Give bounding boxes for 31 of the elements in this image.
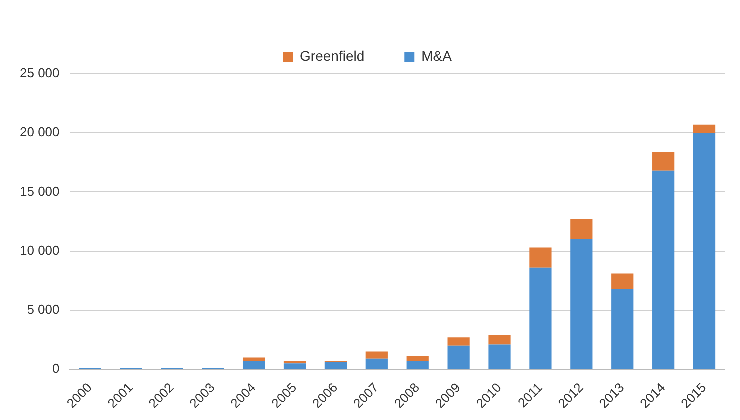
bar [406,356,429,362]
bar [242,358,266,362]
y-tick-label: 25 000 [20,66,60,81]
bar [406,361,429,370]
legend-label: Greenfield [300,48,365,64]
bar [612,289,634,370]
bar [530,248,552,268]
bar [570,239,593,370]
bar [652,152,675,171]
bar [652,170,675,370]
bar [448,346,470,370]
legend-label: M&A [422,48,453,64]
bar [693,124,716,134]
bar [366,352,388,359]
y-tick-label: 5 000 [27,302,60,317]
bar [242,361,266,370]
bar [530,268,552,370]
bar [612,274,634,290]
bar [570,219,593,240]
y-tick-label: 0 [52,361,60,376]
bar [366,358,388,370]
y-tick-label: 20 000 [20,124,60,140]
y-tick-label: 15 000 [20,184,60,199]
bar [448,338,470,346]
bar [284,364,306,370]
bar [284,361,306,364]
bar [324,362,348,370]
y-tick-label: 10 000 [20,242,60,258]
bar [693,133,716,370]
bar [488,335,511,345]
bar [488,344,511,370]
